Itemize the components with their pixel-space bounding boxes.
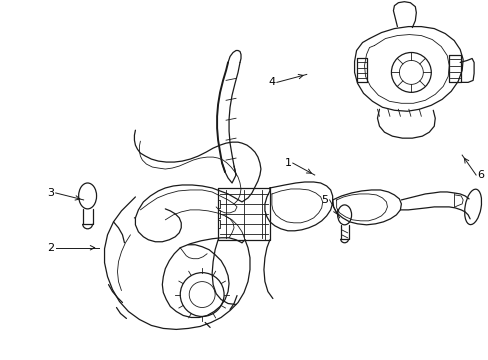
Text: 6: 6 xyxy=(477,170,484,180)
Text: 2: 2 xyxy=(47,243,54,253)
Text: 4: 4 xyxy=(268,77,275,87)
Text: 5: 5 xyxy=(321,195,327,205)
Text: 3: 3 xyxy=(47,188,54,198)
Text: 1: 1 xyxy=(284,158,291,168)
